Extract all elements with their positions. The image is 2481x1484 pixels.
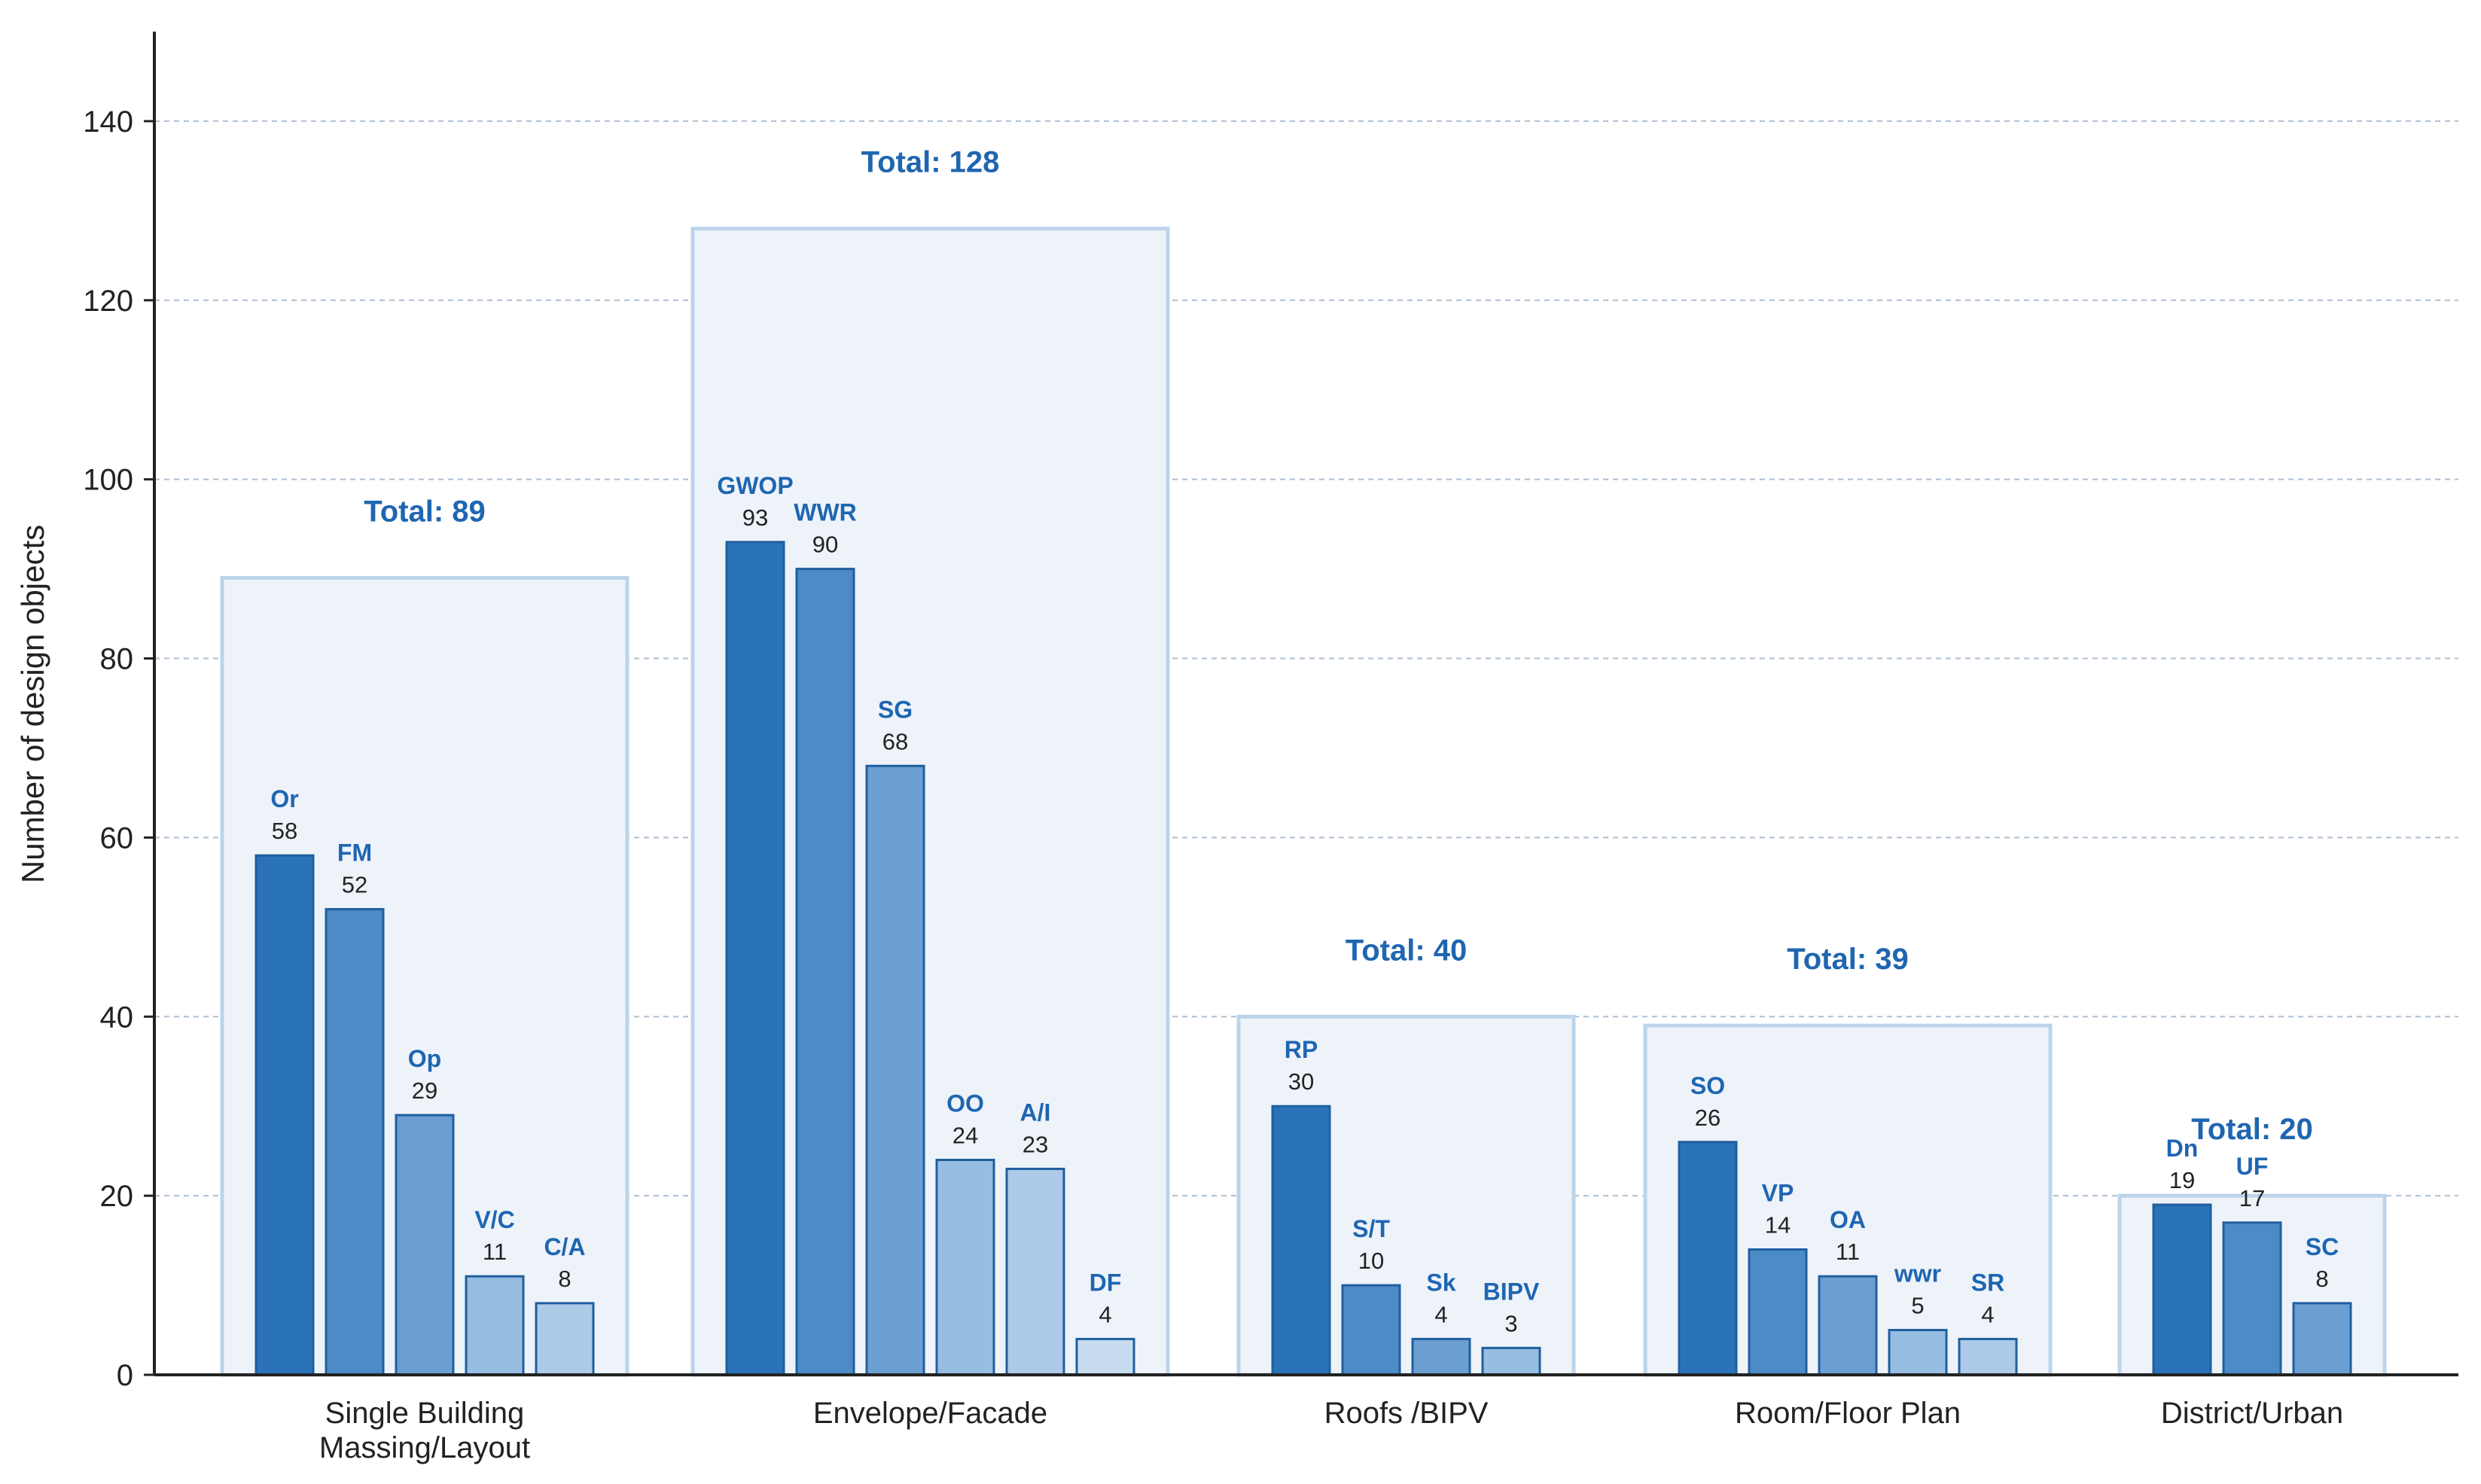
bar-value-label: 17 bbox=[2239, 1185, 2265, 1211]
bar bbox=[1075, 1337, 1135, 1376]
bar-code-label: Op bbox=[408, 1045, 441, 1072]
bar-code-label: WWR bbox=[794, 499, 857, 526]
bar-value-label: 4 bbox=[1981, 1301, 1994, 1327]
bar-code-label: RP bbox=[1285, 1036, 1318, 1063]
bar bbox=[1271, 1105, 1331, 1376]
bar-code-label: C/A bbox=[544, 1233, 585, 1260]
bar-value-label: 8 bbox=[558, 1266, 571, 1292]
bar bbox=[1958, 1337, 2018, 1376]
group-total-label: Total: 39 bbox=[1787, 943, 1909, 976]
group-total-label: Total: 128 bbox=[861, 146, 1000, 179]
category-label: Massing/Layout bbox=[319, 1431, 530, 1464]
bar-code-label: V/C bbox=[474, 1206, 514, 1233]
bars bbox=[255, 541, 2352, 1376]
bar-value-label: 19 bbox=[2169, 1167, 2195, 1193]
bar-value-label: 29 bbox=[412, 1077, 437, 1104]
bar-code-label: Or bbox=[270, 785, 298, 812]
bar bbox=[325, 908, 385, 1376]
bar-code-label: OA bbox=[1830, 1206, 1866, 1233]
bar bbox=[725, 541, 785, 1376]
bar-value-label: 5 bbox=[1911, 1293, 1924, 1319]
bar bbox=[1481, 1346, 1541, 1376]
bar-code-label: Sk bbox=[1426, 1269, 1455, 1296]
bar-value-label: 90 bbox=[812, 532, 838, 558]
group-total-label: Total: 20 bbox=[2191, 1113, 2313, 1146]
group-total-label: Total: 89 bbox=[364, 495, 486, 528]
bar bbox=[795, 568, 855, 1376]
bar-code-label: VP bbox=[1762, 1179, 1794, 1206]
category-label: Room/Floor Plan bbox=[1735, 1397, 1961, 1430]
bar-code-label: DF bbox=[1090, 1269, 1122, 1296]
bar-code-label: A/I bbox=[1020, 1099, 1051, 1126]
bar-value-label: 11 bbox=[483, 1239, 507, 1265]
bar bbox=[1678, 1141, 1738, 1376]
y-tick-label: 100 bbox=[83, 464, 133, 497]
bar bbox=[1341, 1284, 1401, 1376]
y-tick-label: 20 bbox=[100, 1180, 134, 1213]
bar bbox=[1748, 1248, 1808, 1376]
y-tick-label: 120 bbox=[83, 285, 133, 318]
bar-value-label: 58 bbox=[272, 818, 297, 844]
bar bbox=[1888, 1329, 1948, 1376]
bar-value-label: 14 bbox=[1765, 1211, 1791, 1238]
bar-code-label: SO bbox=[1690, 1072, 1725, 1099]
bar-value-label: 26 bbox=[1695, 1105, 1721, 1131]
y-tick-label: 60 bbox=[100, 821, 134, 855]
bar-code-label: SR bbox=[1971, 1269, 2004, 1296]
bar-code-label: S/T bbox=[1352, 1215, 1390, 1242]
bar bbox=[2292, 1302, 2352, 1376]
category-label: Single Building bbox=[325, 1397, 525, 1430]
axes: 0 20 40 60 80 100 120 140 bbox=[83, 32, 2458, 1392]
bar bbox=[2222, 1221, 2282, 1376]
category-label: Roofs /BIPV bbox=[1324, 1397, 1489, 1430]
bar-value-label: 10 bbox=[1358, 1248, 1384, 1274]
bar bbox=[2152, 1203, 2212, 1376]
bar-code-label: BIPV bbox=[1483, 1278, 1540, 1305]
bar-value-label: 3 bbox=[1504, 1310, 1517, 1336]
bar-code-label: wwr bbox=[1894, 1260, 1941, 1287]
bar-value-label: 11 bbox=[1836, 1239, 1860, 1265]
bar bbox=[255, 854, 315, 1376]
bar bbox=[395, 1114, 455, 1376]
bar-code-label: SG bbox=[878, 696, 913, 723]
y-tick-label: 40 bbox=[100, 1001, 134, 1034]
bar-code-label: FM bbox=[337, 840, 372, 867]
category-label: District/Urban bbox=[2161, 1397, 2343, 1430]
bar-value-label: 52 bbox=[342, 872, 367, 898]
y-tick-label: 80 bbox=[100, 643, 134, 676]
bar-code-label: UF bbox=[2236, 1153, 2269, 1180]
bar-code-label: GWOP bbox=[717, 472, 793, 499]
bar-value-label: 30 bbox=[1288, 1068, 1314, 1095]
bar-value-label: 8 bbox=[2315, 1266, 2328, 1292]
group-total-label: Total: 40 bbox=[1346, 934, 1468, 967]
bar bbox=[465, 1275, 525, 1376]
bar-code-label: Dn bbox=[2166, 1135, 2199, 1162]
bar-value-label: 24 bbox=[952, 1123, 978, 1149]
bar bbox=[1818, 1275, 1878, 1376]
y-tick-label: 140 bbox=[83, 105, 133, 139]
bar-value-label: 68 bbox=[882, 728, 908, 754]
bar bbox=[1005, 1167, 1065, 1376]
bar-value-label: 4 bbox=[1434, 1301, 1447, 1327]
bar bbox=[535, 1302, 595, 1376]
bar bbox=[935, 1159, 995, 1376]
bar-value-label: 4 bbox=[1099, 1301, 1111, 1327]
bar-value-label: 23 bbox=[1023, 1131, 1048, 1157]
y-axis-title: Number of design objects bbox=[15, 525, 50, 883]
y-tick-label: 0 bbox=[117, 1359, 133, 1392]
category-label: Envelope/Facade bbox=[813, 1397, 1047, 1430]
bar bbox=[1411, 1337, 1471, 1376]
bar-code-label: SC bbox=[2306, 1233, 2339, 1260]
bar-value-label: 93 bbox=[742, 504, 768, 531]
bar bbox=[865, 764, 925, 1376]
bar-code-label: OO bbox=[946, 1090, 984, 1117]
